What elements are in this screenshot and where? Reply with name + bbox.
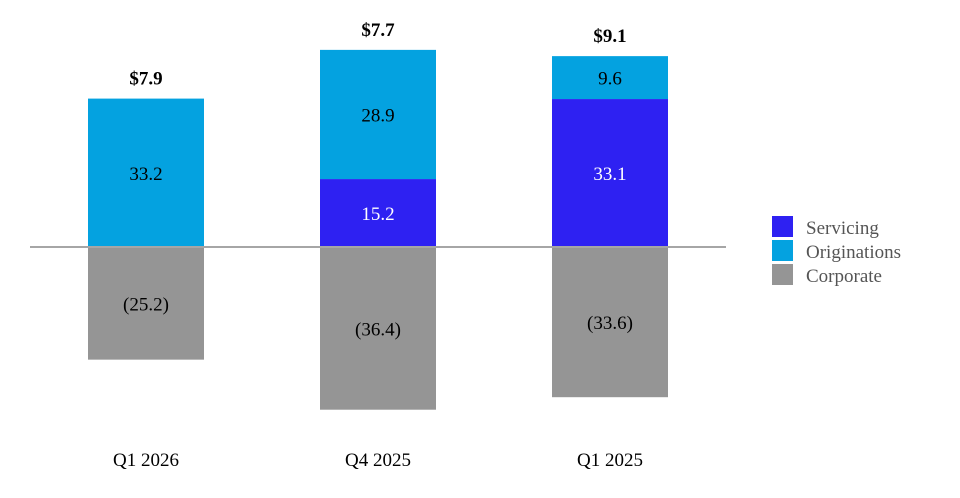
- legend-label-servicing: Servicing: [806, 218, 879, 239]
- x-tick-q1-2026: Q1 2026: [113, 450, 179, 471]
- data-label-originations-q4-2025: 28.9: [361, 105, 394, 126]
- bar-originations-q1-2025: [552, 56, 668, 100]
- segment-labels-layer: 33.2 (25.2) 15.2 28.9 (36.4) 33.1 9.6 (33.6): [123, 69, 633, 341]
- data-label-originations-q1-2025: 9.6: [598, 69, 622, 90]
- bar-corporate-q1-2025: [552, 247, 668, 398]
- total-labels-layer: $7.9 $7.7 $9.1: [129, 20, 626, 90]
- data-label-servicing-q1-2025: 33.1: [593, 164, 626, 185]
- bar-originations-q1-2026: [88, 98, 204, 247]
- data-label-corporate-q1-2026: (25.2): [123, 294, 169, 315]
- legend: Servicing Originations Corporate: [772, 216, 901, 287]
- bar-servicing-q4-2025: [320, 179, 436, 247]
- bars-layer: [88, 49, 668, 410]
- total-label-q1-2026: $7.9: [129, 69, 162, 90]
- data-label-servicing-q4-2025: 15.2: [361, 204, 394, 225]
- bar-corporate-q1-2026: [88, 247, 204, 360]
- x-axis-tick-labels: Q1 2026 Q4 2025 Q1 2025: [113, 450, 643, 471]
- data-label-originations-q1-2026: 33.2: [129, 164, 162, 185]
- data-label-corporate-q1-2025: (33.6): [587, 313, 633, 334]
- bar-originations-q4-2025: [320, 49, 436, 180]
- x-tick-q1-2025: Q1 2025: [577, 450, 643, 471]
- total-label-q4-2025: $7.7: [361, 20, 395, 41]
- x-tick-q4-2025: Q4 2025: [345, 450, 411, 471]
- data-label-corporate-q4-2025: (36.4): [355, 319, 401, 340]
- legend-swatch-corporate: [772, 264, 793, 285]
- legend-swatch-servicing: [772, 216, 793, 237]
- total-label-q1-2025: $9.1: [593, 26, 626, 47]
- legend-label-corporate: Corporate: [806, 266, 882, 287]
- bar-corporate-q4-2025: [320, 247, 436, 410]
- legend-label-originations: Originations: [806, 242, 901, 263]
- bar-servicing-q1-2025: [552, 99, 668, 247]
- legend-swatch-originations: [772, 240, 793, 261]
